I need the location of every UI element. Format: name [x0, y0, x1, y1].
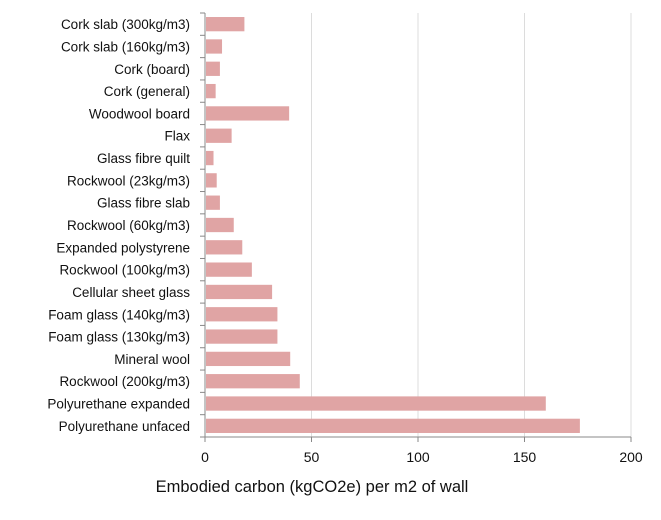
bar: [206, 128, 232, 143]
category-label: Rockwool (100kg/m3): [59, 263, 190, 278]
category-label: Flax: [164, 129, 190, 144]
bar: [206, 150, 214, 166]
bar: [206, 17, 245, 32]
category-label: Cork (general): [104, 84, 190, 99]
x-tick-label: 100: [406, 449, 430, 465]
x-axis-label: Embodied carbon (kgCO2e) per m2 of wall: [156, 478, 469, 496]
x-tick-label: 50: [304, 449, 320, 465]
category-label: Cork slab (160kg/m3): [61, 39, 190, 54]
category-label: Rockwool (60kg/m3): [67, 218, 190, 233]
category-label: Rockwool (23kg/m3): [67, 173, 190, 188]
bar: [206, 262, 252, 277]
bar: [206, 240, 243, 255]
bar: [206, 173, 217, 188]
bar: [206, 418, 580, 433]
bar: [206, 195, 220, 210]
bar: [206, 39, 223, 54]
category-label: Glass fibre slab: [97, 196, 190, 211]
category-label: Cork (board): [114, 62, 190, 77]
bar: [206, 351, 291, 367]
bar: [206, 374, 300, 389]
bar: [206, 284, 273, 300]
category-label: Cork slab (300kg/m3): [61, 17, 190, 32]
bar: [206, 217, 234, 233]
x-tick-label: 0: [201, 449, 209, 465]
bar: [206, 396, 546, 411]
category-label: Mineral wool: [114, 352, 190, 367]
category-label: Polyurethane unfaced: [59, 419, 190, 434]
category-label: Woodwool board: [89, 106, 190, 121]
category-label: Rockwool (200kg/m3): [59, 374, 190, 389]
category-label: Cellular sheet glass: [72, 285, 190, 300]
bar: [206, 329, 278, 344]
bar: [206, 106, 290, 121]
category-label: Foam glass (130kg/m3): [48, 330, 190, 345]
category-label: Expanded polystyrene: [56, 240, 190, 255]
bar: [206, 61, 220, 76]
bar: [206, 83, 216, 99]
category-label: Glass fibre quilt: [97, 151, 190, 166]
category-label: Polyurethane expanded: [47, 397, 190, 412]
x-tick-label: 200: [619, 449, 643, 465]
x-tick-label: 150: [513, 449, 537, 465]
category-label: Foam glass (140kg/m3): [48, 307, 190, 322]
bar: [206, 307, 278, 322]
